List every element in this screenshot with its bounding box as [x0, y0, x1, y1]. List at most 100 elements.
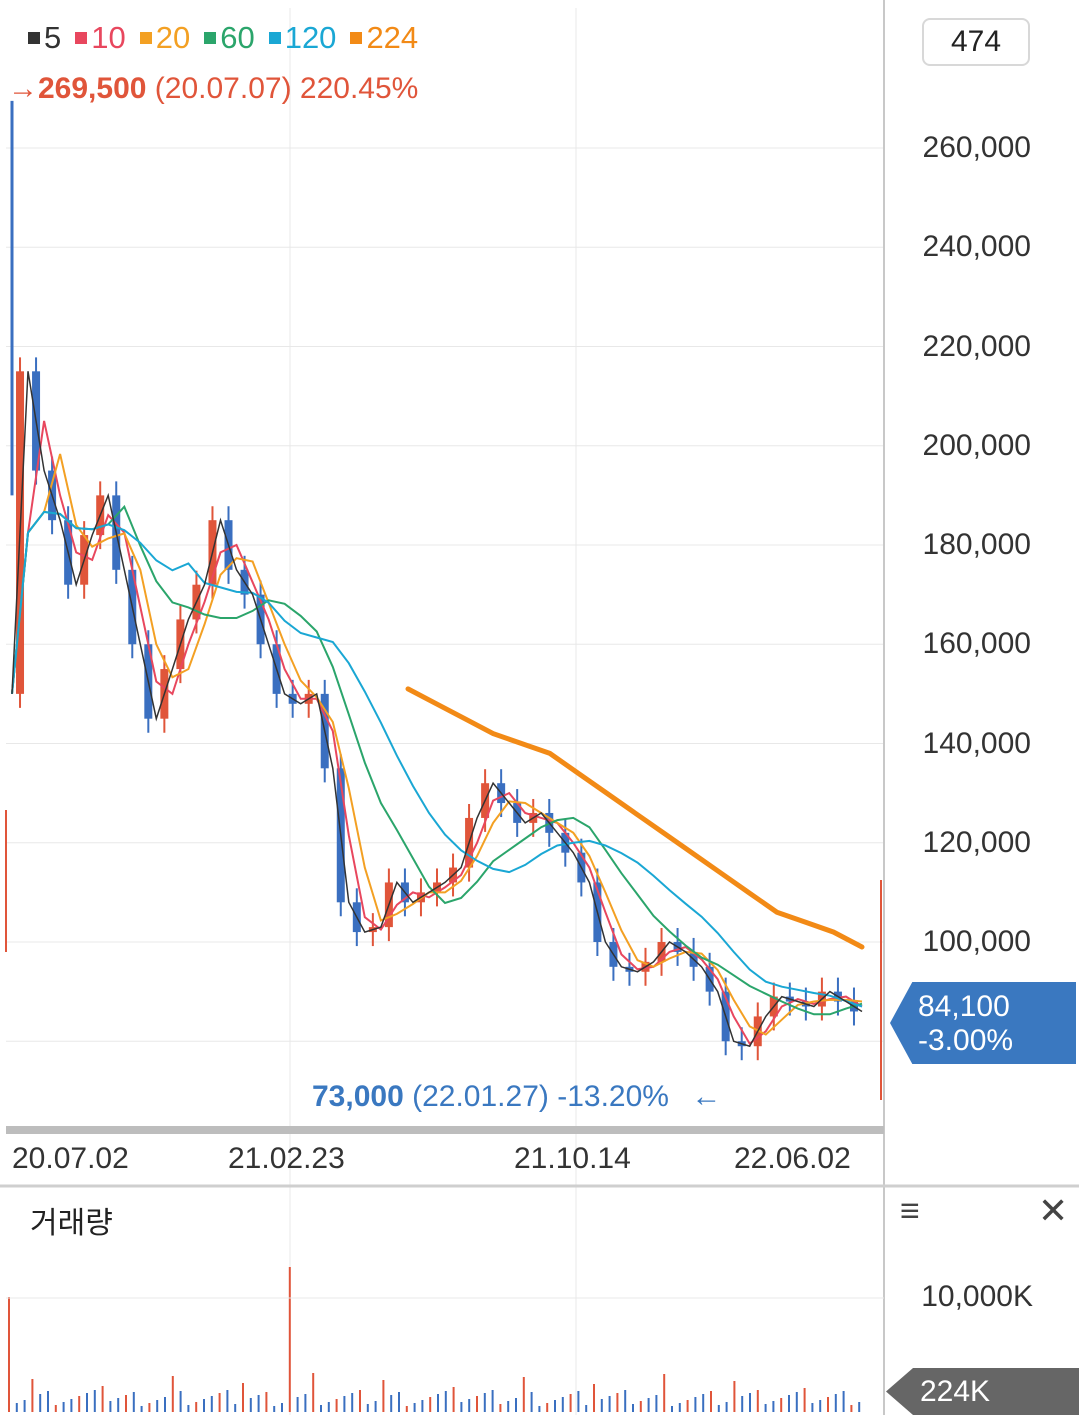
volume-bar	[109, 1401, 112, 1412]
volume-bar	[47, 1391, 49, 1412]
candle-count-box[interactable]: 474	[922, 18, 1030, 66]
volume-bar	[538, 1406, 541, 1412]
legend-item-ma224[interactable]: 224	[350, 20, 418, 56]
ma60-label: 60	[220, 20, 255, 55]
volume-bar	[265, 1392, 268, 1412]
current-price-value: 84,100	[918, 990, 1010, 1023]
volume-bar	[554, 1400, 556, 1412]
volume-bar	[577, 1391, 580, 1412]
volume-bar	[741, 1396, 744, 1412]
volume-bar	[639, 1401, 642, 1412]
volume-bar	[725, 1402, 728, 1412]
volume-bar	[702, 1394, 705, 1412]
volume-bar	[70, 1399, 73, 1412]
volume-bar	[827, 1397, 829, 1412]
volume-bar	[62, 1402, 65, 1412]
x-tick-label: 22.06.02	[734, 1142, 851, 1175]
y-tick-label: 260,000	[922, 131, 1031, 164]
volume-bar	[304, 1394, 307, 1412]
volume-bar	[390, 1395, 393, 1412]
volume-bar	[850, 1405, 853, 1412]
volume-bar	[694, 1397, 697, 1412]
volume-bar	[359, 1390, 361, 1412]
volume-bar	[600, 1399, 603, 1412]
ma224-line	[405, 686, 865, 950]
ma60-line	[11, 504, 863, 1016]
volume-bar	[756, 1390, 759, 1412]
low-price-annotation: 73,000 (22.01.27) -13.20% ←	[312, 1080, 721, 1114]
volume-bar	[437, 1394, 439, 1412]
volume-bar	[335, 1399, 338, 1412]
volume-bar	[530, 1392, 533, 1412]
volume-bar	[8, 1297, 10, 1412]
volume-bar	[86, 1393, 88, 1412]
volume-bar	[187, 1405, 190, 1412]
low-price-date: (22.01.27)	[412, 1080, 549, 1113]
volume-bar	[15, 1403, 18, 1412]
ma5-label: 5	[44, 20, 62, 55]
ma10-label: 10	[91, 20, 126, 55]
legend-item-ma120[interactable]: 120	[268, 20, 337, 56]
volume-bar	[772, 1401, 775, 1412]
volume-bar	[585, 1405, 588, 1412]
volume-bar	[655, 1395, 658, 1412]
volume-bar	[811, 1403, 814, 1412]
legend-item-ma5[interactable]: 5	[28, 20, 61, 56]
y-tick-label: 120,000	[922, 826, 1031, 859]
volume-bar	[101, 1386, 104, 1412]
legend-item-ma10[interactable]: 10	[75, 20, 126, 56]
volume-bar	[398, 1392, 400, 1412]
volume-bar	[491, 1390, 494, 1412]
volume-bar	[320, 1405, 322, 1412]
volume-bar	[749, 1393, 751, 1412]
volume-bar	[125, 1395, 127, 1412]
high-price-change: 220.45%	[299, 72, 419, 105]
volume-bar	[452, 1387, 455, 1412]
volume-bar	[710, 1391, 712, 1412]
legend-item-ma20[interactable]: 20	[139, 20, 190, 56]
volume-bar	[327, 1402, 330, 1412]
ma-legend: 5 10 20 60 120 224	[28, 20, 418, 56]
y-tick-label: 180,000	[922, 528, 1031, 561]
volume-bar	[795, 1392, 798, 1412]
volume-tick-label: 10,000K	[921, 1280, 1033, 1313]
close-icon[interactable]: ✕	[1038, 1190, 1069, 1231]
volume-bar	[210, 1396, 213, 1412]
volume-panel-title: 거래량	[30, 1207, 113, 1240]
volume-bar	[733, 1381, 736, 1412]
current-price-change: -3.00%	[918, 1024, 1014, 1057]
volume-bar	[117, 1398, 120, 1412]
volume-bar	[842, 1391, 845, 1412]
volume-bar	[468, 1399, 471, 1412]
volume-bar	[288, 1267, 291, 1412]
legend-item-ma60[interactable]: 60	[204, 20, 255, 56]
volume-current-tag: 224K	[886, 1368, 1079, 1415]
volume-bar	[444, 1391, 447, 1412]
volume-bar	[647, 1398, 650, 1412]
volume-bar	[343, 1396, 346, 1412]
volume-bar	[179, 1391, 182, 1412]
volume-bar	[460, 1402, 463, 1412]
volume-bar	[405, 1406, 408, 1412]
volume-bar	[569, 1394, 572, 1412]
volume-bar	[858, 1402, 861, 1412]
ma120-label: 120	[284, 20, 337, 55]
scrollbar	[6, 1126, 884, 1134]
x-tick-label: 21.10.14	[514, 1142, 631, 1175]
volume-bar	[522, 1377, 525, 1412]
ma120-line	[11, 510, 863, 1008]
volume-bar	[281, 1403, 283, 1412]
volume-bar	[499, 1404, 502, 1412]
menu-icon[interactable]: ≡	[900, 1192, 920, 1230]
volume-bar	[148, 1403, 151, 1412]
volume-bar	[234, 1404, 237, 1412]
ma5-swatch	[28, 32, 40, 44]
volume-bar	[429, 1397, 432, 1412]
y-tick-label: 200,000	[922, 429, 1031, 462]
high-price-date: (20.07.07)	[154, 72, 292, 105]
volume-bar	[421, 1400, 424, 1412]
volume-bar	[382, 1380, 385, 1412]
volume-bar	[242, 1383, 244, 1412]
volume-bar	[546, 1403, 549, 1412]
